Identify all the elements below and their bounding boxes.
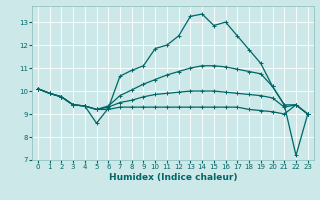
X-axis label: Humidex (Indice chaleur): Humidex (Indice chaleur) <box>108 173 237 182</box>
